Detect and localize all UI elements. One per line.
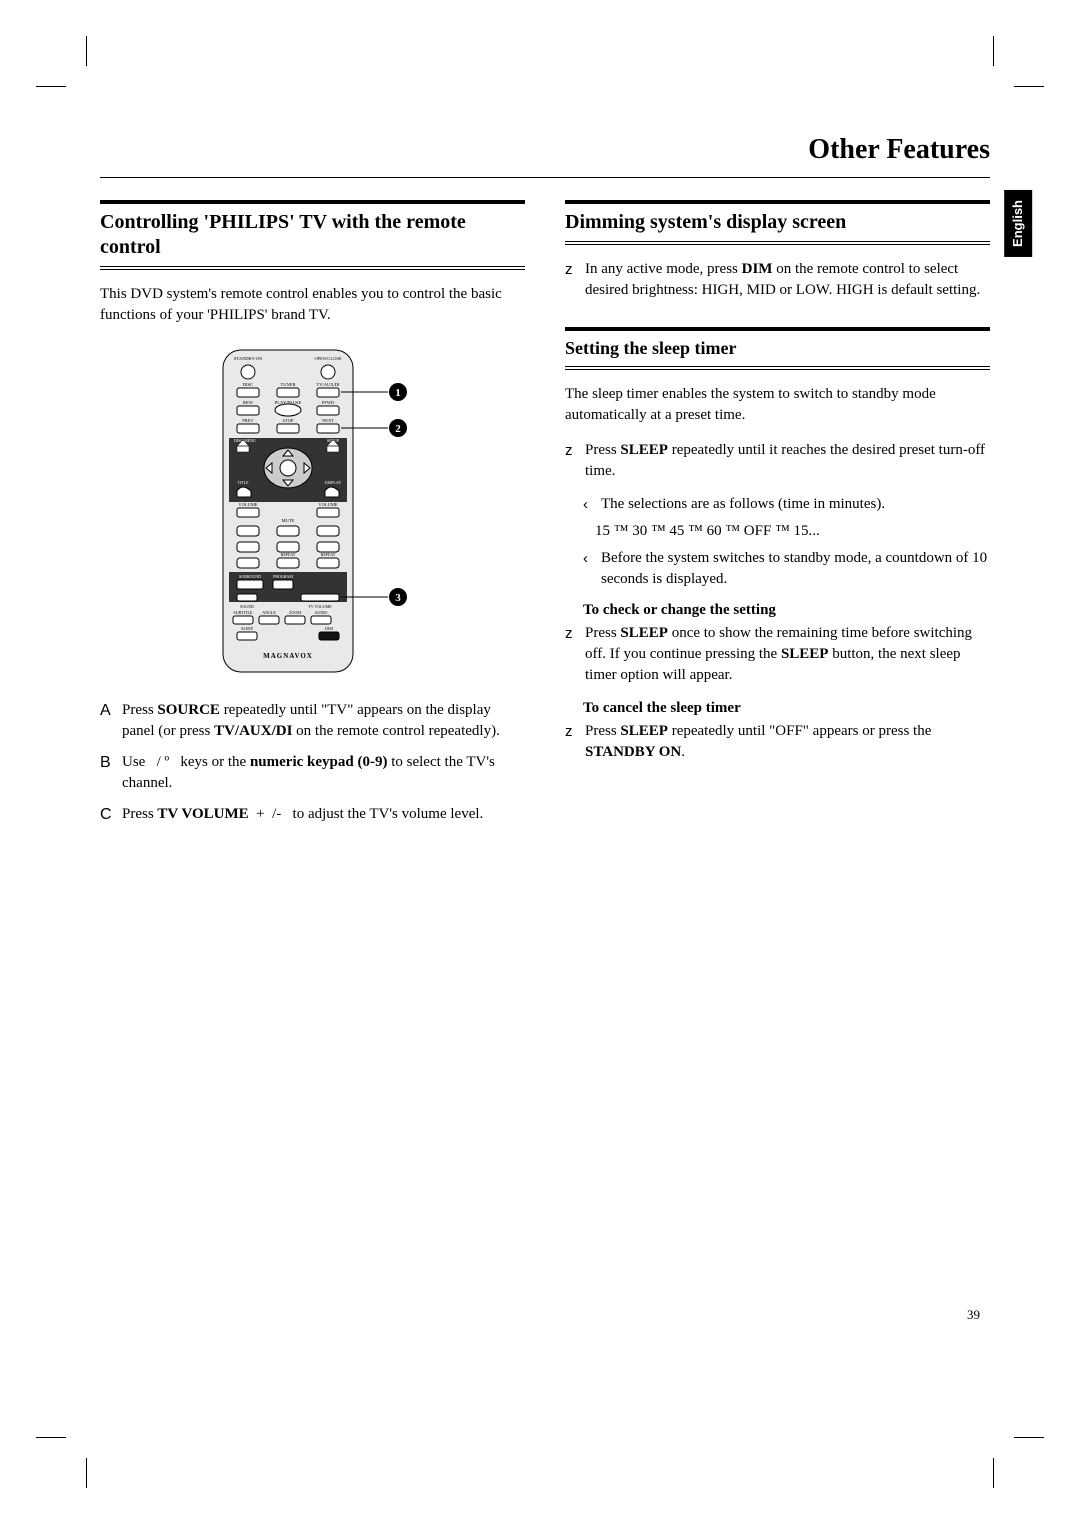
svg-text:REPEAT: REPEAT [280,552,295,557]
sleep-text: Press SLEEP repeatedly until it reaches … [585,440,990,482]
bullet-icon: z [565,623,585,686]
sleep-sequence: 15 ™ 30 ™ 45 ™ 60 ™ OFF ™ 15... [565,521,990,542]
svg-text:SUBTITLE: SUBTITLE [233,610,252,615]
svg-text:PREV: PREV [242,418,254,423]
page-number: 39 [967,1306,980,1324]
check-text: Press SLEEP once to show the remaining t… [585,623,990,686]
row-source: DISC TUNER TV/AUX/DI [237,382,340,397]
bullet-icon: z [565,440,585,482]
svg-text:ZOOM: ZOOM [289,610,301,615]
language-tab: English [1004,190,1032,257]
step-item: APress SOURCE repeatedly until "TV" appe… [100,700,525,742]
cancel-text: Press SLEEP repeatedly until "OFF" appea… [585,721,990,763]
dim-item: z In any active mode, press DIM on the r… [565,259,990,301]
sleep-item: z Press SLEEP repeatedly until it reache… [565,440,990,482]
arrow-icon: ‹ [583,548,601,590]
label-openclose: OPEN/CLOSE [314,356,342,361]
step-item: BUse / º keys or the numeric keypad (0-9… [100,752,525,794]
svg-text:NEXT: NEXT [322,418,334,423]
callout-1: 1 [395,387,401,399]
svg-text:TITLE: TITLE [237,480,249,485]
label-standby: STANDBY-ON [233,356,262,361]
keypad: REPEAT REPEAT [237,526,339,568]
bullet-icon: z [565,259,585,301]
svg-text:DIM: DIM [325,626,333,631]
svg-text:SURROUND: SURROUND [238,574,260,579]
arrow-icon: ‹ [583,494,601,515]
svg-text:SETUP: SETUP [326,438,339,443]
steps-list: APress SOURCE repeatedly until "TV" appe… [100,700,525,826]
callout-2: 2 [395,423,401,435]
step-text: Use / º keys or the numeric keypad (0-9)… [122,752,525,794]
svg-text:DISC MENU: DISC MENU [234,438,256,443]
step-letter: A [100,700,122,742]
cancel-item: z Press SLEEP repeatedly until "OFF" app… [565,721,990,763]
step-item: CPress TV VOLUME + /- to adjust the TV's… [100,804,525,826]
step-text: Press TV VOLUME + /- to adjust the TV's … [122,804,483,826]
svg-text:SLEEP: SLEEP [241,626,254,631]
check-heading: To check or change the setting [565,600,990,621]
sleep-sub1: ‹ The selections are as follows (time in… [565,494,990,515]
sleep-sub2: ‹ Before the system switches to standby … [565,548,990,590]
right-column: Dimming system's display screen z In any… [565,200,990,840]
callout-3: 3 [395,592,401,604]
svg-text:REPEAT: REPEAT [320,552,335,557]
remote-svg: STANDBY-ON OPEN/CLOSE DISC TUNER TV/AUX/… [193,346,433,676]
svg-text:STOP: STOP [282,418,293,423]
intro-paragraph: This DVD system's remote control enables… [100,284,525,326]
step-letter: B [100,752,122,794]
svg-text:TV VOLUME: TV VOLUME [308,604,332,609]
remote-diagram: STANDBY-ON OPEN/CLOSE DISC TUNER TV/AUX/… [100,346,525,676]
left-column: Controlling 'PHILIPS' TV with the remote… [100,200,525,840]
sleep-sub1-text: The selections are as follows (time in m… [601,494,885,515]
svg-text:VOLUME: VOLUME [318,502,337,507]
section-heading-tv-control: Controlling 'PHILIPS' TV with the remote… [100,200,525,270]
cancel-heading: To cancel the sleep timer [565,698,990,719]
section-heading-sleep: Setting the sleep timer [565,327,990,370]
svg-text:ANGLE: ANGLE [262,610,276,615]
sleep-sub2-text: Before the system switches to standby mo… [601,548,990,590]
check-item: z Press SLEEP once to show the remaining… [565,623,990,686]
bullet-icon: z [565,721,585,763]
step-letter: C [100,804,122,826]
section-heading-dim: Dimming system's display screen [565,200,990,245]
svg-text:TUNER: TUNER [280,382,295,387]
remote-brand: MAGNAVOX [263,652,313,660]
svg-text:VOLUME: VOLUME [238,502,257,507]
step-text: Press SOURCE repeatedly until "TV" appea… [122,700,525,742]
svg-text:PROGRAM: PROGRAM [273,574,293,579]
svg-text:DISC: DISC [242,382,252,387]
svg-text:FFWD: FFWD [321,400,334,405]
dim-text: In any active mode, press DIM on the rem… [585,259,990,301]
svg-text:TV/AUX/DI: TV/AUX/DI [316,382,339,387]
svg-text:DISPLAY: DISPLAY [324,480,341,485]
svg-text:PLAY/PAUSE: PLAY/PAUSE [274,400,301,405]
svg-text:SOUND: SOUND [240,604,254,609]
svg-text:AUDIO: AUDIO [314,610,327,615]
sleep-intro: The sleep timer enables the system to sw… [565,384,990,426]
svg-text:REW: REW [243,400,254,405]
page-title: Other Features [100,130,990,178]
content-columns: Controlling 'PHILIPS' TV with the remote… [100,200,990,840]
svg-text:MUTE: MUTE [281,518,294,523]
